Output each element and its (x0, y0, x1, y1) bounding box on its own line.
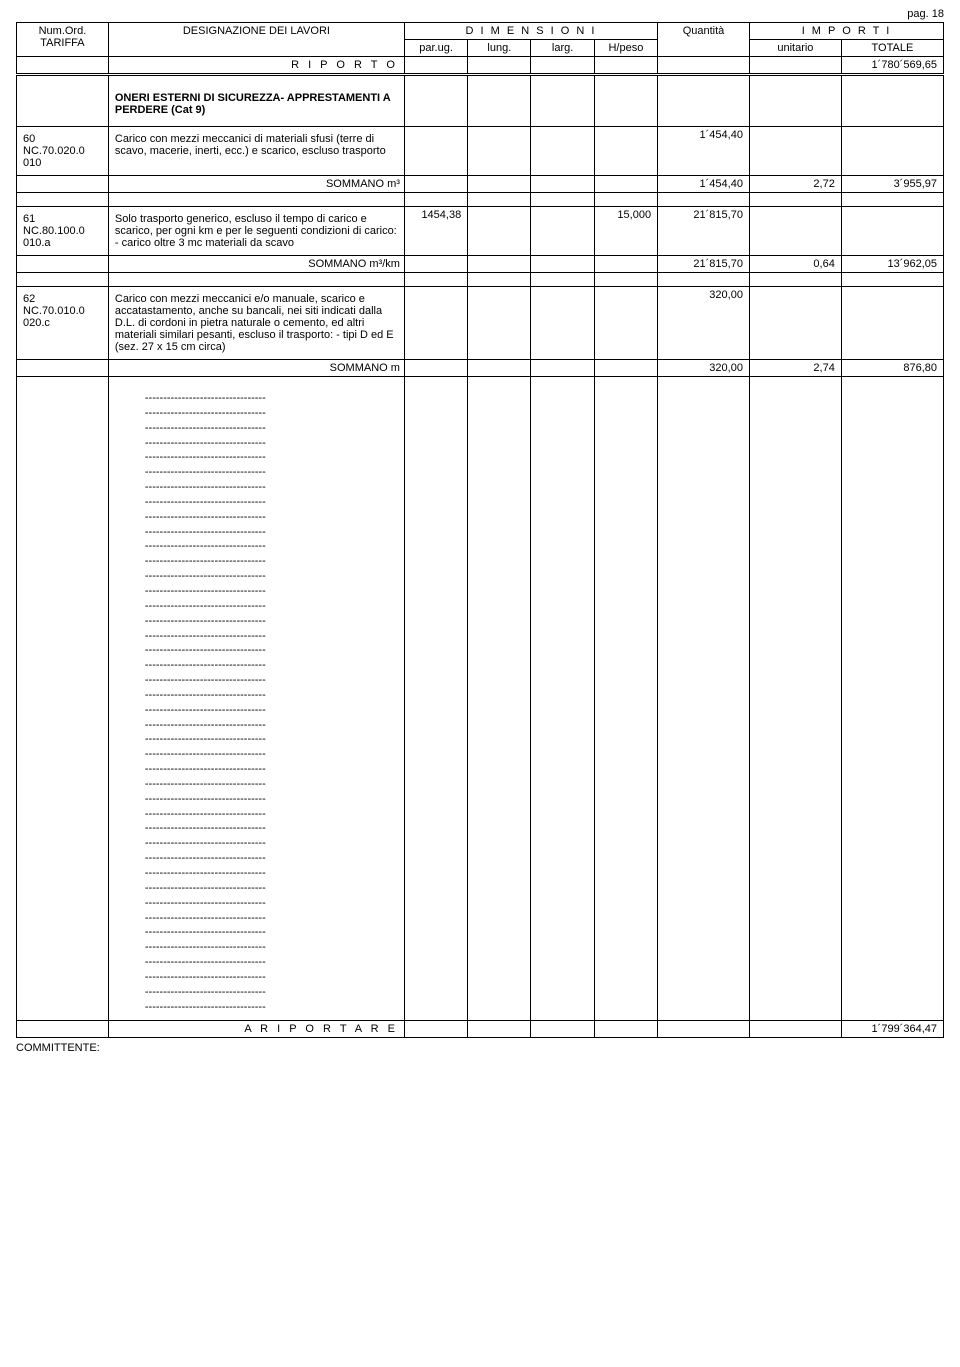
sommano-qty: 1´454,40 (658, 176, 750, 193)
item-num: 62 NC.70.010.0 020.c (17, 287, 109, 360)
hdr-lung: lung. (468, 40, 531, 57)
item-qty: 320,00 (658, 287, 750, 360)
hdr-quantita: Quantità (658, 23, 750, 57)
hdr-totale: TOTALE (841, 40, 943, 57)
dashes-row: --------------------------------- ------… (17, 377, 944, 1021)
hdr-numord-l1: Num.Ord. (39, 25, 87, 37)
item-qty: 1´454,40 (658, 127, 750, 176)
sommano-row: SOMMANO m³ 1´454,40 2,72 3´955,97 (17, 176, 944, 193)
sommano-unit: 0,64 (749, 256, 841, 273)
main-table: Num.Ord. TARIFFA DESIGNAZIONE DEI LAVORI… (16, 22, 944, 1038)
item-row: 61 NC.80.100.0 010.a Solo trasporto gene… (17, 207, 944, 256)
hdr-hpeso: H/peso (594, 40, 657, 57)
item-row: 62 NC.70.010.0 020.c Carico con mezzi me… (17, 287, 944, 360)
item-num: 61 NC.80.100.0 010.a (17, 207, 109, 256)
hdr-desig: DESIGNAZIONE DEI LAVORI (108, 23, 404, 57)
riporto-totale: 1´780´569,65 (841, 57, 943, 75)
sommano-qty: 21´815,70 (658, 256, 750, 273)
riporto-row: R I P O R T O 1´780´569,65 (17, 57, 944, 75)
table-header: Num.Ord. TARIFFA DESIGNAZIONE DEI LAVORI… (17, 23, 944, 57)
sommano-unit: 2,72 (749, 176, 841, 193)
section-row: ONERI ESTERNI DI SICUREZZA- APPRESTAMENT… (17, 75, 944, 127)
hdr-numord-l2: TARIFFA (40, 37, 84, 49)
item-row: 60 NC.70.020.0 010 Carico con mezzi mecc… (17, 127, 944, 176)
section-title: ONERI ESTERNI DI SICUREZZA- APPRESTAMENT… (115, 92, 398, 116)
item-qty: 21´815,70 (658, 207, 750, 256)
sommano-qty: 320,00 (658, 360, 750, 377)
hdr-numord: Num.Ord. TARIFFA (17, 23, 109, 57)
sommano-label: SOMMANO m³/km (108, 256, 404, 273)
hdr-parug: par.ug. (404, 40, 467, 57)
sommano-tot: 876,80 (841, 360, 943, 377)
sommano-tot: 3´955,97 (841, 176, 943, 193)
sommano-row: SOMMANO m 320,00 2,74 876,80 (17, 360, 944, 377)
riporto-label: R I P O R T O (108, 57, 404, 75)
item-parug: 1454,38 (404, 207, 467, 256)
a-riportare-label: A R I P O R T A R E (108, 1021, 404, 1038)
hdr-importi: I M P O R T I (749, 23, 943, 40)
sommano-label: SOMMANO m (108, 360, 404, 377)
sommano-label: SOMMANO m³ (108, 176, 404, 193)
hdr-unitario: unitario (749, 40, 841, 57)
item-desc: Carico con mezzi meccanici e/o manuale, … (108, 287, 404, 360)
item-desc: Carico con mezzi meccanici di materiali … (108, 127, 404, 176)
hdr-dimensioni: D I M E N S I O N I (404, 23, 657, 40)
item-desc: Solo trasporto generico, escluso il temp… (108, 207, 404, 256)
sommano-tot: 13´962,05 (841, 256, 943, 273)
dashes-block: --------------------------------- ------… (145, 391, 398, 1014)
item-num: 60 NC.70.020.0 010 (17, 127, 109, 176)
a-riportare-row: A R I P O R T A R E 1´799´364,47 (17, 1021, 944, 1038)
a-riportare-totale: 1´799´364,47 (841, 1021, 943, 1038)
sommano-unit: 2,74 (749, 360, 841, 377)
sommano-row: SOMMANO m³/km 21´815,70 0,64 13´962,05 (17, 256, 944, 273)
item-hpeso: 15,000 (594, 207, 657, 256)
hdr-larg: larg. (531, 40, 594, 57)
page-number: pag. 18 (16, 8, 944, 20)
committente-label: COMMITTENTE: (16, 1042, 944, 1054)
